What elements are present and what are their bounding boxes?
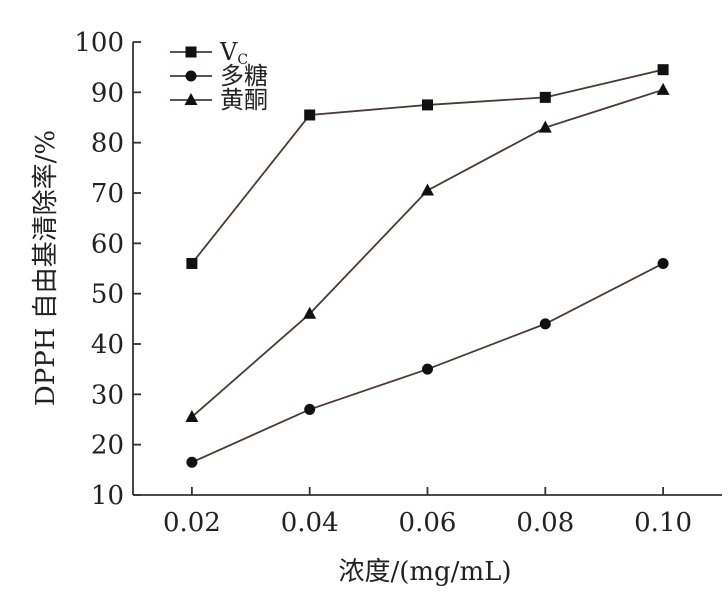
y-axis-ticks: 10 20 30 40 50 60 70 80 90 100 [74, 28, 141, 511]
y-tick-label: 30 [91, 380, 124, 410]
data-point [657, 64, 669, 76]
x-tick-label: 0.02 [163, 508, 221, 538]
data-point [539, 318, 551, 330]
data-point [186, 257, 198, 269]
series-square [186, 64, 669, 269]
legend-marker [185, 70, 197, 82]
data-point [304, 403, 316, 415]
y-tick-label: 20 [91, 431, 124, 461]
x-tick-label: 0.06 [399, 508, 457, 538]
x-axis-title: 浓度/(mg/mL) [338, 557, 511, 587]
x-tick-label: 0.10 [634, 508, 692, 538]
data-point [421, 183, 434, 196]
data-point [186, 456, 198, 468]
legend-marker [184, 93, 198, 105]
y-tick-label: 80 [91, 129, 124, 159]
series-circle [186, 257, 669, 468]
data-point [304, 109, 316, 121]
x-axis-ticks: 0.02 0.04 0.06 0.08 0.10 [163, 487, 692, 538]
x-tick-label: 0.04 [281, 508, 339, 538]
legend-item: VC [170, 38, 248, 68]
y-tick-label: 40 [91, 330, 124, 360]
y-tick-label: 90 [91, 78, 124, 108]
y-tick-label: 10 [91, 481, 124, 511]
data-point [303, 306, 317, 319]
series-line [191, 262, 664, 464]
series-layer [185, 64, 670, 468]
series-triangle [185, 82, 670, 422]
data-point [539, 91, 551, 103]
legend-item: 多糖 [170, 62, 268, 90]
y-tick-label: 70 [91, 179, 124, 209]
y-tick-label: 60 [91, 229, 124, 259]
data-point [422, 363, 433, 375]
y-axis-title: DPPH 自由基清除率/% [31, 130, 61, 406]
data-point [185, 409, 199, 422]
data-point [538, 120, 552, 133]
x-tick-label: 0.08 [516, 508, 574, 538]
y-tick-label: 100 [74, 28, 124, 58]
legend-label: 黄酮 [220, 86, 268, 114]
legend-label: 多糖 [220, 62, 268, 90]
data-point [422, 99, 433, 111]
data-point [656, 82, 670, 95]
legend-item: 黄酮 [170, 86, 268, 114]
y-tick-label: 50 [91, 280, 124, 310]
data-point [657, 257, 669, 269]
legend-label: VC [219, 38, 248, 68]
legend-marker [185, 46, 197, 58]
